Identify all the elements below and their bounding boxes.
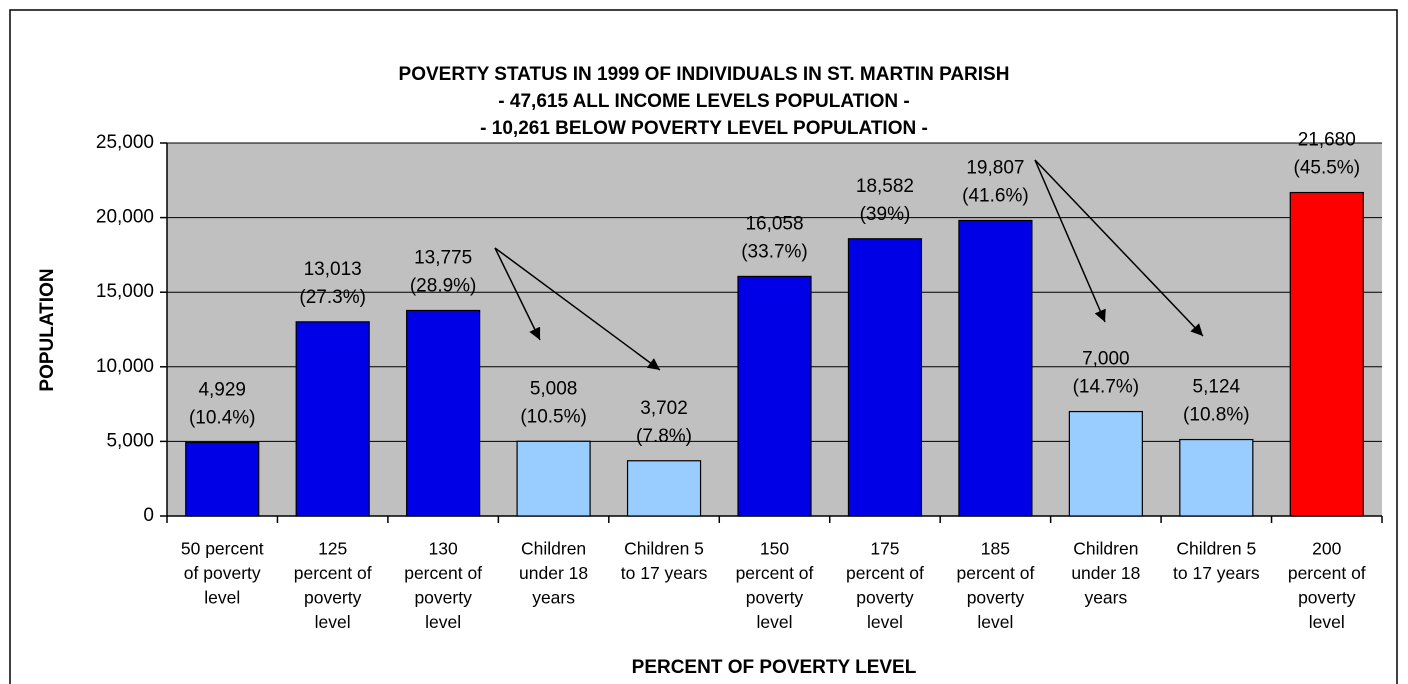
x-tick-label: under 18 [1071,563,1140,583]
x-tick-label: percent of [736,563,814,583]
data-label: 21,680 [1298,130,1356,151]
x-tick-label: percent of [846,563,924,583]
share-label: (41.6%) [962,185,1029,206]
bar [1289,191,1364,517]
share-label: (14.7%) [1073,377,1140,398]
y-tick-label: 15,000 [96,281,154,302]
x-tick-label: 130 [429,539,458,559]
x-tick-label: poverty [304,588,362,608]
data-label: 5,008 [530,378,578,399]
x-tick-label: level [315,612,351,632]
bar [958,219,1033,517]
x-tick-label: poverty [856,588,914,608]
frame [9,9,1398,684]
x-tick-label: percent of [956,563,1034,583]
x-tick-label: percent of [1288,563,1366,583]
bar [1179,438,1254,517]
x-tick-label: Children 5 [1176,539,1256,559]
bar [185,441,260,517]
arrows [494,159,1204,371]
x-tick-label: level [1309,612,1345,632]
y-tick-label: 20,000 [96,207,154,228]
arrow [494,247,541,341]
x-axis-title: PERCENT OF POVERTY LEVEL [632,657,917,678]
arrow [1034,159,1106,323]
share-label: (33.7%) [741,241,808,262]
x-tick-label: of poverty [184,563,261,583]
x-tick-label: percent of [294,563,372,583]
chart-subtitle: - 10,261 BELOW POVERTY LEVEL POPULATION … [480,118,928,139]
data-label: 3,702 [640,398,688,419]
data-label: 19,807 [966,157,1024,178]
x-tick-label: poverty [1298,588,1356,608]
data-label: 16,058 [745,213,803,234]
x-tick-label: under 18 [519,563,588,583]
chart-subtitle: - 47,615 ALL INCOME LEVELS POPULATION - [498,91,909,112]
bar [516,440,591,517]
data-label: 18,582 [856,176,914,197]
x-tick-label: 50 percent [181,539,264,559]
share-label: (10.5%) [520,406,587,427]
bar [847,238,923,517]
x-tick-label: poverty [967,588,1025,608]
share-label: (10.4%) [189,407,256,428]
x-tick-label: 200 [1312,539,1341,559]
data-label: 4,929 [198,379,246,400]
share-label: (45.5%) [1294,158,1361,179]
share-label: (39%) [860,204,911,225]
share-label: (10.8%) [1183,405,1250,426]
share-label: (27.3%) [299,287,366,308]
data-label: 13,013 [304,259,362,280]
y-axis-title: POPULATION [37,268,58,391]
x-tick-label: level [757,612,793,632]
y-tick-label: 0 [143,505,154,526]
data-label: 13,775 [414,247,472,268]
x-tick-label: level [977,612,1013,632]
x-tick-label: percent of [404,563,482,583]
data-label: 5,124 [1193,377,1241,398]
x-tick-label: poverty [414,588,472,608]
x-tick-label: level [425,612,461,632]
y-tick-label: 10,000 [96,356,154,377]
x-tick-label: years [1084,588,1127,608]
x-tick-label: to 17 years [1173,563,1260,583]
share-label: (7.8%) [636,426,692,447]
x-tick-label: 125 [318,539,347,559]
bar [406,309,481,517]
x-tick-label: years [532,588,575,608]
x-tick-label: poverty [746,588,804,608]
bar [737,275,812,517]
bar [295,321,370,517]
share-label: (28.9%) [410,275,477,296]
arrow [1034,159,1204,337]
bar [626,460,702,517]
marks: 0 5,000 10,000 15,000 20,000 25,000 50 percent… [96,130,1383,632]
y-tick-label: 25,000 [96,132,154,153]
arrow [494,247,661,371]
x-tick-label: Children [521,539,586,559]
x-tick-label: level [867,612,903,632]
y-tick-label: 5,000 [106,430,154,451]
chart-title: POVERTY STATUS IN 1999 OF INDIVIDUALS IN… [399,64,1010,85]
x-tick-label: level [204,588,240,608]
x-tick-label: Children 5 [624,539,704,559]
bar [1068,410,1143,517]
x-tick-label: to 17 years [621,563,708,583]
data-label: 7,000 [1082,349,1130,370]
x-tick-label: Children [1073,539,1138,559]
x-tick-label: 150 [760,539,789,559]
x-tick-label: 175 [870,539,899,559]
x-tick-label: 185 [981,539,1010,559]
